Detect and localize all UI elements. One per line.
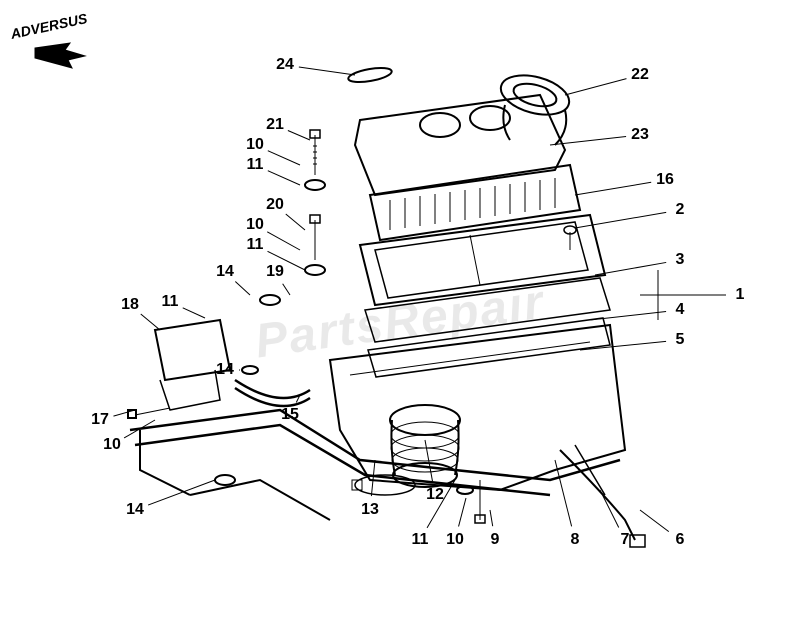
callout-label-6: 6 xyxy=(676,531,685,549)
callout-label-11: 11 xyxy=(412,531,429,549)
callout-label-4: 4 xyxy=(676,301,685,319)
callout-label-15: 15 xyxy=(281,406,299,424)
callout-label-18: 18 xyxy=(121,296,139,314)
callout-label-5: 5 xyxy=(676,331,685,349)
callout-label-13: 13 xyxy=(361,501,379,519)
callout-label-17: 17 xyxy=(91,411,109,429)
callout-label-14: 14 xyxy=(216,263,234,281)
callout-label-16: 16 xyxy=(656,171,674,189)
callout-label-20: 20 xyxy=(266,196,284,214)
callout-label-8: 8 xyxy=(571,531,580,549)
diagram-container: ADVERSUS PartsRepair xyxy=(0,0,799,644)
callout-label-10: 10 xyxy=(246,136,264,154)
callout-label-11: 11 xyxy=(162,293,179,311)
callout-label-14: 14 xyxy=(216,361,234,379)
callout-label-7: 7 xyxy=(621,531,630,549)
callout-label-24: 24 xyxy=(276,56,294,74)
callout-label-11: 11 xyxy=(247,236,264,254)
callout-label-12: 12 xyxy=(426,486,444,504)
callout-label-23: 23 xyxy=(631,126,649,144)
callout-label-14: 14 xyxy=(126,501,144,519)
callout-label-1: 1 xyxy=(736,286,745,304)
callout-label-21: 21 xyxy=(266,116,284,134)
callout-label-10: 10 xyxy=(103,436,121,454)
callout-label-10: 10 xyxy=(246,216,264,234)
callout-label-2: 2 xyxy=(676,201,685,219)
callout-label-9: 9 xyxy=(491,531,500,549)
callout-label-19: 19 xyxy=(266,263,284,281)
callout-label-3: 3 xyxy=(676,251,685,269)
exploded-view-drawing xyxy=(80,50,720,590)
callout-label-11: 11 xyxy=(247,156,264,174)
callout-label-22: 22 xyxy=(631,66,649,84)
callout-label-10: 10 xyxy=(446,531,464,549)
